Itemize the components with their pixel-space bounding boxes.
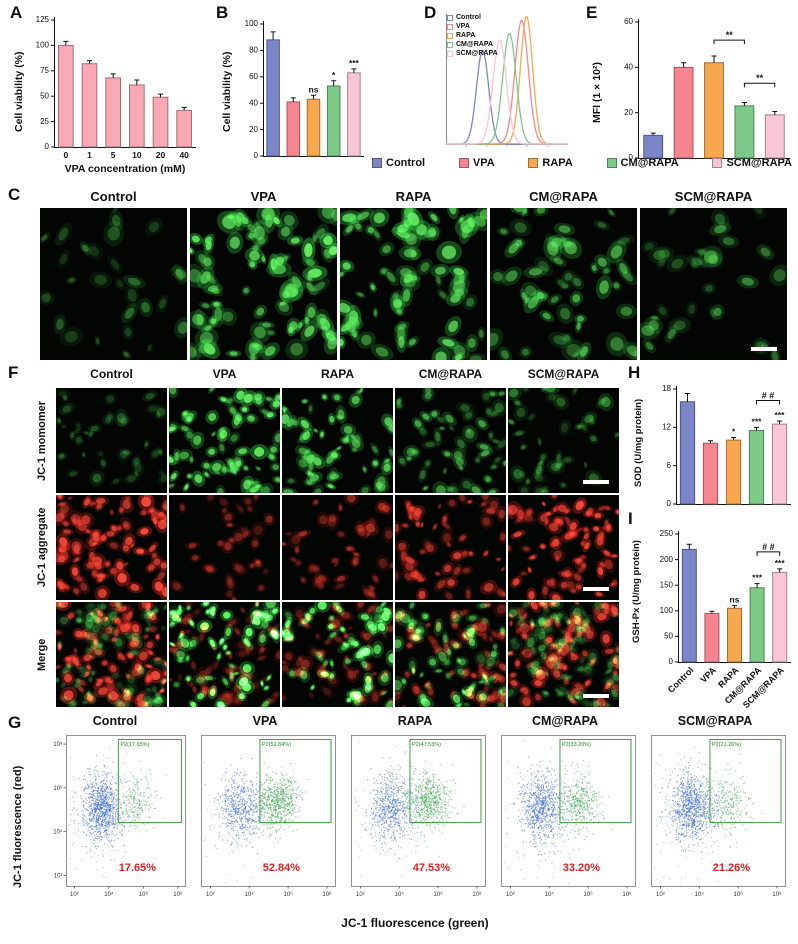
panel-f-micrograph-r0-c2 <box>282 388 393 493</box>
panel-f-row-label-jc1-monomer: JC-1 momomer <box>36 400 48 481</box>
panel-f-micrograph-r1-c3 <box>395 495 506 600</box>
flow-legend-swatch-icon <box>447 42 453 49</box>
panel-g-flow-plot-vpa <box>192 732 338 904</box>
panel-g-title-vpa: VPA <box>252 714 278 728</box>
panel-f-row-label-merge: Merge <box>36 638 48 671</box>
legend-label: CM@RAPA <box>620 157 679 169</box>
panel-g-title-scm@rapa: SCM@RAPA <box>677 714 753 728</box>
panel-g-title-cm@rapa: CM@RAPA <box>531 714 599 728</box>
panel-b-letter: B <box>216 3 229 22</box>
panel-c-micrograph-cm@rapa <box>490 208 637 360</box>
panel-c-letter: C <box>8 185 21 204</box>
flow-legend-item-control: Control <box>447 14 498 22</box>
panel-e-letter: E <box>586 3 598 22</box>
panel-f-micrograph-r2-c3 <box>395 602 506 707</box>
panel-h-y-axis-label: SOD (U/mg protein) <box>633 398 644 488</box>
panel-g-flow-plot-control <box>42 732 188 904</box>
flow-legend-item-scm@rapa: SCM@RAPA <box>447 50 498 58</box>
panel-f-row-label-jc1-aggregate: JC-1 aggregate <box>36 507 48 588</box>
panel-g-letter: G <box>8 713 22 732</box>
panel-f-micrograph-r1-c0 <box>56 495 167 600</box>
legend-item-vpa: VPA <box>458 157 495 169</box>
panel-c-micrograph-control <box>40 208 187 360</box>
flow-legend-label: VPA <box>456 23 470 31</box>
panel-f-micrograph-r1-c2 <box>282 495 393 600</box>
panel-a-x-axis-label: VPA concentration (mM) <box>64 163 186 175</box>
panel-c-title-scm@rapa: SCM@RAPA <box>674 189 753 204</box>
legend-label: SCM@RAPA <box>726 157 792 169</box>
legend-item-cm@rapa: CM@RAPA <box>606 157 679 169</box>
flow-legend-label: SCM@RAPA <box>456 50 498 58</box>
panel-f-micrograph-r2-c0 <box>56 602 167 707</box>
flow-legend-item-rapa: RAPA <box>447 32 498 40</box>
panel-i-y-axis-label: GSH-Px (U/mg protein) <box>631 540 642 644</box>
panel-c-title-rapa: RAPA <box>395 189 432 204</box>
legend-swatch-icon <box>606 158 617 168</box>
panel-f-title-vpa: VPA <box>212 367 237 381</box>
panel-c-micrograph-scm@rapa <box>640 208 787 360</box>
panel-c-title-vpa: VPA <box>250 189 277 204</box>
panel-f-micrograph-r1-c4 <box>508 495 619 600</box>
panel-d-legend: Control VPA RAPA CM@RAPA SCM@RAPA <box>447 14 498 58</box>
panel-a-letter: A <box>10 3 23 22</box>
legend-label: Control <box>386 157 426 169</box>
flow-legend-item-cm@rapa: CM@RAPA <box>447 41 498 49</box>
flow-legend-item-vpa: VPA <box>447 23 498 31</box>
flow-legend-label: RAPA <box>456 32 476 40</box>
flow-legend-swatch-icon <box>447 15 453 22</box>
panel-f-micrograph-r0-c3 <box>395 388 506 493</box>
legend-swatch-icon <box>458 158 469 168</box>
panel-i-letter: I <box>628 509 633 528</box>
panel-f-title-cm@rapa: CM@RAPA <box>418 367 483 381</box>
panel-c-micrograph-rapa <box>340 208 487 360</box>
panel-f-micrograph-r2-c2 <box>282 602 393 707</box>
panel-h-letter: H <box>628 363 641 382</box>
panel-f-micrograph-r1-c1 <box>169 495 280 600</box>
panel-b-y-axis-label: Cell viability (%) <box>221 51 233 133</box>
panel-f-title-scm@rapa: SCM@RAPA <box>527 367 600 381</box>
panel-f-micrograph-r0-c0 <box>56 388 167 493</box>
group-legend: Control VPA RAPA CM@RAPA SCM@RAPA <box>372 156 792 170</box>
flow-legend-label: Control <box>456 14 481 21</box>
panel-h-bar-chart <box>652 376 794 510</box>
panel-a-bar-chart <box>28 12 200 162</box>
panel-g-y-axis-label: JC-1 fluorescence (red) <box>12 765 24 889</box>
panel-c-title-control: Control <box>90 189 137 204</box>
legend-item-rapa: RAPA <box>528 157 573 169</box>
legend-item-scm@rapa: SCM@RAPA <box>712 157 792 169</box>
panel-f-micrograph-r0-c4 <box>508 388 619 493</box>
panel-g-title-rapa: RAPA <box>397 714 433 728</box>
panel-g-flow-plot-scm@rapa <box>642 732 788 904</box>
panel-b-bar-chart <box>238 12 366 162</box>
panel-c-title-cm@rapa: CM@RAPA <box>529 189 598 204</box>
panel-g-title-control: Control <box>92 714 138 728</box>
panel-g-flow-plot-rapa <box>342 732 488 904</box>
panel-f-title-control: Control <box>90 367 133 381</box>
panel-e-y-axis-label: MFI (1×10²) <box>591 61 603 123</box>
panel-c-micrograph-vpa <box>190 208 337 360</box>
legend-label: VPA <box>472 157 495 169</box>
panel-f-letter: F <box>8 363 19 382</box>
legend-item-control: Control <box>372 157 425 169</box>
flow-legend-label: CM@RAPA <box>456 41 494 49</box>
flow-legend-swatch-icon <box>447 33 453 40</box>
legend-label: RAPA <box>542 157 573 169</box>
panel-f-micrograph-r2-c4 <box>508 602 619 707</box>
panel-g-x-axis-label: JC-1 fluorescence (green) <box>341 916 489 930</box>
panel-d-letter: D <box>424 3 437 22</box>
legend-swatch-icon <box>528 158 539 168</box>
panel-a-y-axis-label: Cell viability (%) <box>13 51 25 133</box>
legend-swatch-icon <box>712 158 723 168</box>
panel-d-flow-histogram <box>438 10 572 156</box>
panel-f-micrograph-r0-c1 <box>169 388 280 493</box>
panel-f-title-rapa: RAPA <box>320 367 355 381</box>
panel-i-bar-chart <box>650 522 794 712</box>
panel-g-flow-plot-cm@rapa <box>492 732 638 904</box>
flow-legend-swatch-icon <box>447 51 453 58</box>
flow-legend-swatch-icon <box>447 24 453 31</box>
panel-e-bar-chart <box>610 12 794 164</box>
panel-f-micrograph-r2-c1 <box>169 602 280 707</box>
legend-swatch-icon <box>372 158 382 168</box>
